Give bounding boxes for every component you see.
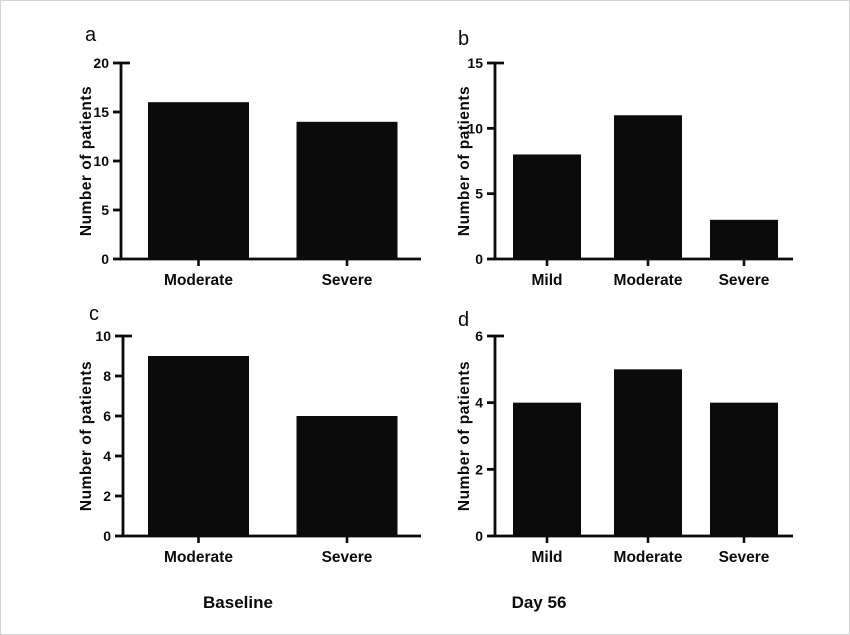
panel-d-category-label: Moderate (614, 549, 683, 566)
panel-b-ytick-label: 5 (475, 186, 483, 202)
panel-a-category-label: Moderate (164, 272, 233, 289)
panel-letter-a: a (85, 24, 97, 46)
panel-letter-c: c (89, 303, 99, 325)
panel-c-ytick-label: 4 (103, 448, 111, 464)
panel-a-ytick-label: 15 (93, 104, 109, 120)
panel-d-ytick-label: 6 (475, 328, 483, 344)
panel-b-category-label: Severe (719, 272, 770, 289)
bar-a-severe (296, 121, 398, 259)
panel-letter-b: b (458, 28, 469, 50)
panel-a: 0 5 10 15 20 Moderate Severe Number of patients… (78, 24, 421, 289)
panel-d-category-label: Severe (719, 549, 770, 566)
panel-c-ytick-label: 6 (103, 408, 111, 424)
panel-a-category-label: Severe (322, 272, 373, 289)
panel-b: 0 5 10 15 Mild Moderate Severe Number of patien… (456, 28, 793, 289)
bar-d-moderate (614, 369, 682, 536)
panel-c-ytick-label: 8 (103, 368, 111, 384)
bar-d-mild (513, 402, 581, 536)
panel-a-ytick-label: 20 (93, 55, 109, 71)
panel-c-category-label: Severe (322, 549, 373, 566)
panel-c-ytick-label: 2 (103, 488, 111, 504)
panel-d-ytick-label: 4 (475, 395, 483, 411)
panel-b-ytick-label: 0 (475, 251, 483, 267)
panel-a-y-axis-title: Number of patients (78, 86, 95, 236)
panel-d-ytick-label: 2 (475, 461, 483, 477)
column-label-day56: Day 56 (511, 593, 567, 612)
panel-a-ytick-label: 10 (93, 153, 109, 169)
panel-c-axes (121, 334, 421, 538)
panel-d: 0 2 4 6 Mild Moderate Severe Number of patients… (456, 309, 793, 566)
panel-b-y-axis-title: Number of patients (456, 86, 473, 236)
panel-c-ytick-label: 10 (95, 328, 111, 344)
bar-c-severe (296, 416, 398, 536)
panel-d-category-label: Mild (532, 549, 563, 566)
bar-b-severe (710, 219, 778, 259)
panel-letter-d: d (458, 309, 469, 331)
panel-c-y-axis-title: Number of patients (78, 361, 95, 511)
bar-b-moderate (614, 115, 682, 260)
panel-b-ytick-label: 10 (467, 120, 483, 136)
panel-d-y-axis-title: Number of patients (456, 361, 473, 511)
panel-c-ytick-label: 0 (103, 528, 111, 544)
panel-a-ytick-label: 0 (101, 251, 109, 267)
bar-b-mild (513, 154, 581, 259)
panel-b-category-label: Mild (532, 272, 563, 289)
panel-c: 0 2 4 6 8 10 Moderate Severe Number of patients c (78, 303, 421, 566)
panel-a-ytick-label: 5 (101, 202, 109, 218)
column-label-baseline: Baseline (203, 593, 273, 612)
bar-c-moderate (148, 356, 249, 536)
bar-d-severe (710, 402, 778, 536)
panel-b-category-label: Moderate (614, 272, 683, 289)
panel-b-ytick-label: 15 (467, 55, 483, 71)
bar-a-moderate (148, 102, 249, 259)
panel-c-category-label: Moderate (164, 549, 233, 566)
panel-d-ytick-label: 0 (475, 528, 483, 544)
